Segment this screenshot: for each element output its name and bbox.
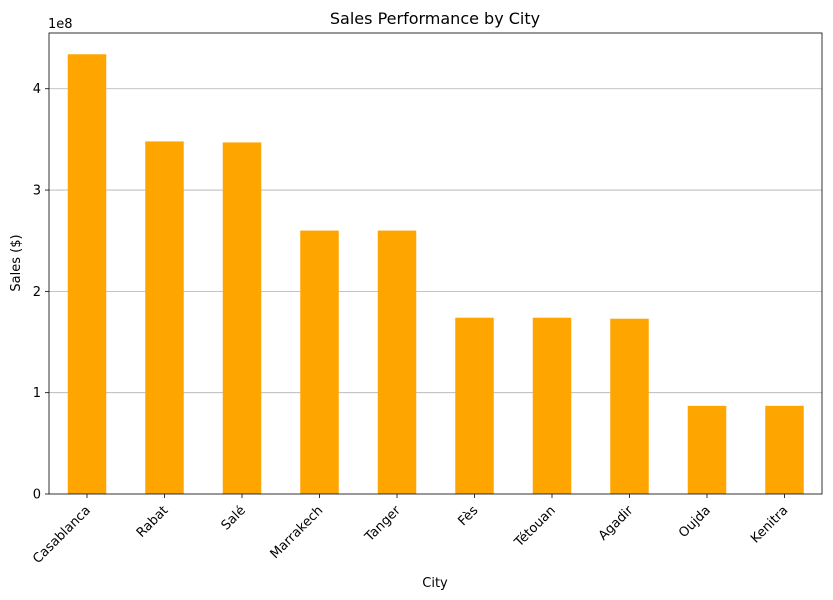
x-tick-label: Fès: [455, 503, 481, 529]
bar: [610, 318, 649, 494]
plot-frame: [48, 32, 823, 495]
axes: [48, 32, 823, 495]
x-tick-label: Tanger: [362, 503, 405, 546]
x-tick-label: Tétouan: [511, 503, 559, 551]
x-tick-label: Agadir: [596, 503, 637, 544]
y-tick-label: 3: [33, 184, 41, 199]
bar: [532, 317, 572, 494]
x-ticks: Casablanca Rabat Salé Marrakech Tanger Fès Tét…: [30, 494, 791, 567]
bar: [687, 405, 727, 494]
x-tick-label: Kenitra: [748, 503, 791, 546]
y-tick-label: 0: [33, 488, 41, 503]
x-tick-label: Oujda: [676, 503, 714, 541]
bar: [222, 142, 262, 494]
chart-title: Sales Performance by City: [330, 9, 540, 28]
x-tick-label: Casablanca: [30, 503, 94, 567]
bars: [67, 54, 804, 495]
y-tick-label: 4: [33, 82, 41, 97]
x-tick-label: Marrakech: [268, 503, 327, 562]
x-tick-label: Salé: [219, 503, 249, 533]
bar: [765, 405, 804, 494]
y-tick-label: 2: [33, 285, 41, 300]
bar: [455, 317, 494, 494]
bar: [377, 230, 417, 495]
bar: [67, 54, 107, 495]
bar: [300, 230, 339, 495]
y-tick-label: 1: [33, 386, 41, 401]
y-axis-label: Sales ($): [9, 234, 24, 291]
bar: [145, 141, 184, 494]
y-ticks: 0 1 2 3 4: [33, 82, 49, 503]
x-tick-label: Rabat: [134, 503, 171, 540]
x-axis-label: City: [422, 576, 448, 591]
y-axis-offset-label: 1e8: [48, 17, 73, 32]
